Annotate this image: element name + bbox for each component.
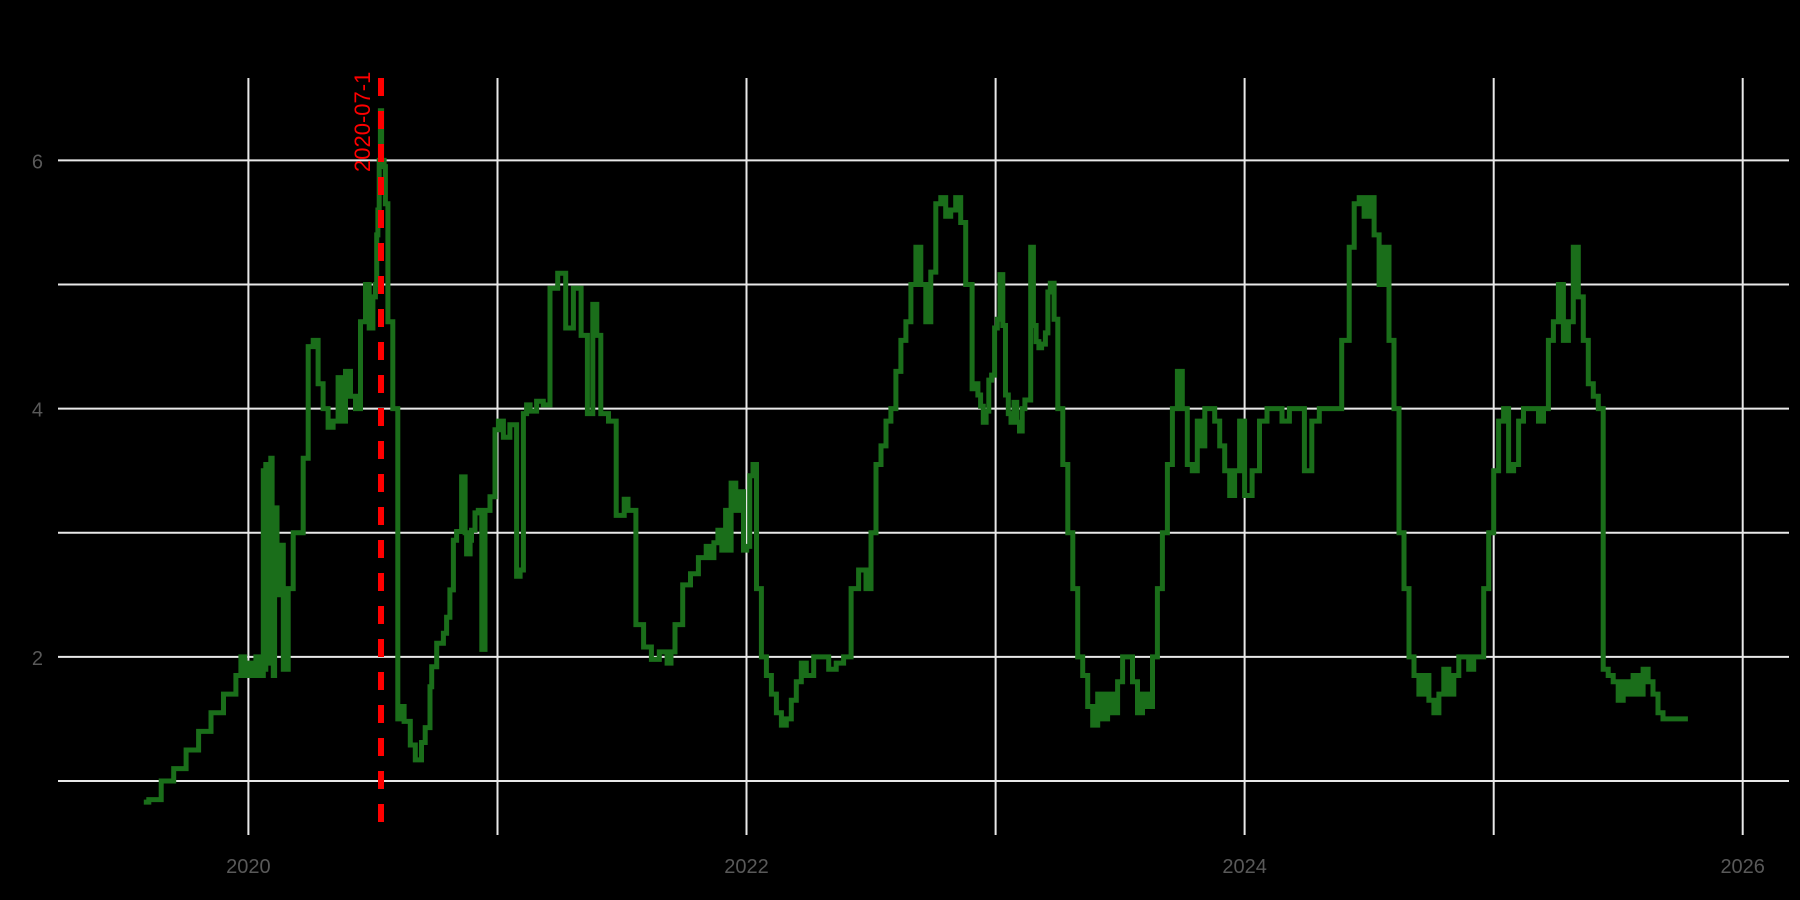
svg-text:2026: 2026 <box>1720 856 1765 878</box>
svg-text:4: 4 <box>32 400 43 422</box>
svg-text:2024: 2024 <box>1222 856 1267 878</box>
svg-text:6: 6 <box>32 151 43 173</box>
svg-text:2: 2 <box>32 648 43 670</box>
svg-text:2020-07-1: 2020-07-1 <box>350 72 375 172</box>
svg-text:2020: 2020 <box>226 856 271 878</box>
svg-text:2022: 2022 <box>724 856 769 878</box>
